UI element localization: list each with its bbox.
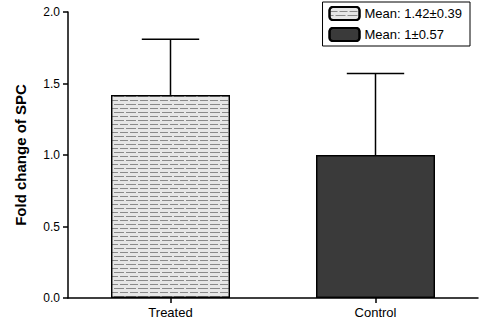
svg-text:2.0: 2.0 (43, 5, 60, 19)
svg-text:Mean: 1±0.57: Mean: 1±0.57 (365, 27, 444, 42)
svg-text:Fold change of SPC: Fold change of SPC (12, 84, 29, 226)
svg-text:Treated: Treated (148, 305, 192, 320)
svg-text:1.0: 1.0 (43, 148, 60, 162)
svg-text:1.5: 1.5 (43, 77, 60, 91)
svg-text:Mean: 1.42±0.39: Mean: 1.42±0.39 (365, 6, 462, 21)
svg-text:Control: Control (355, 305, 397, 320)
svg-text:0.0: 0.0 (43, 291, 60, 305)
svg-text:0.5: 0.5 (43, 220, 60, 234)
